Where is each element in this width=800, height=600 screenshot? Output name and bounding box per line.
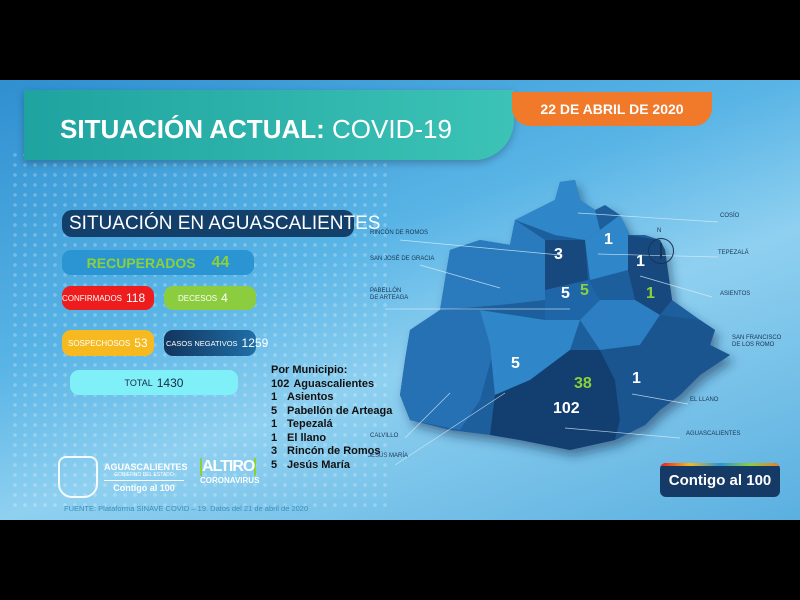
list-item: 5 Jesús María	[271, 458, 350, 471]
contigo-al-100-logo: Contigo al 100	[660, 463, 780, 497]
region-jesusmaria	[480, 310, 580, 395]
label-jesusmaria: JESÚS MARÍA	[368, 453, 409, 459]
count-aguascalientes: 102	[553, 400, 580, 417]
municipio-heading: Por Municipio:	[271, 364, 348, 376]
region-cosio	[515, 180, 600, 240]
region-sanfrancisco	[580, 300, 660, 350]
label-cosio: COSÍO	[720, 213, 740, 219]
region-sanjose	[440, 220, 545, 310]
region-elllano	[600, 315, 730, 440]
label-asientos: ASIENTOS	[720, 291, 751, 297]
recovered-asientos: 1	[646, 285, 655, 302]
state-coat-of-arms-logo	[58, 456, 98, 498]
count-asientos: 1	[636, 253, 645, 270]
recovered-aguascalientes: 38	[574, 375, 592, 392]
label-rincon: RINCÓN DE ROMOS	[370, 230, 429, 236]
list-item: 1 Tepezalá	[271, 418, 333, 430]
label-sanfrancisco: SAN FRANCISCO DE LOS ROMO	[732, 335, 782, 348]
infographic: SITUACIÓN ACTUAL: COVID-19 22 DE ABRIL D…	[0, 80, 800, 520]
decesos-pill: DECESOS 4	[164, 286, 256, 310]
region-pabellon	[545, 280, 600, 320]
recovered-pabellon: 5	[580, 282, 589, 299]
state-map	[385, 180, 730, 466]
total-pill: TOTAL 1430	[70, 370, 238, 395]
list-item: 1 Asientos	[271, 391, 334, 403]
date-badge: 22 DE ABRIL DE 2020	[512, 92, 712, 126]
source-note: FUENTE: Plataforma SINAVE COVID – 19. Da…	[64, 504, 309, 513]
region-rincon	[545, 240, 588, 295]
gobierno-logo: AGUASCALIENTES GOBIERNO DEL ESTADO Conti…	[104, 462, 188, 493]
header-banner: SITUACIÓN ACTUAL: COVID-19	[24, 90, 514, 160]
region-aguascalientes	[490, 350, 620, 450]
region-calvillo	[400, 310, 495, 430]
count-pabellon: 5	[561, 285, 570, 302]
compass-icon: N	[648, 228, 674, 264]
count-elllano: 1	[632, 370, 641, 387]
altiro-logo: ALTIRO CORONAVIRUS	[200, 458, 260, 485]
list-item: 1 El llano	[271, 431, 327, 444]
count-tepezala: 1	[604, 231, 613, 248]
count-jesusmaria: 5	[511, 355, 520, 372]
region-tepezala	[585, 215, 630, 280]
negativos-pill: CASOS NEGATIVOS 1259	[164, 330, 268, 356]
list-item: 102 Aguascalientes	[271, 377, 375, 390]
label-elllano: EL LLANO	[690, 397, 719, 403]
confirmados-pill: CONFIRMADOS 118	[62, 286, 154, 310]
subtitle: SITUACIÓN EN AGUASCALIENTES	[62, 210, 380, 237]
count-rincon: 3	[554, 246, 563, 263]
page-title: SITUACIÓN ACTUAL: COVID-19	[60, 114, 452, 144]
list-item: 5 Pabellón de Arteaga	[271, 404, 393, 417]
label-tepezala: TEPEZALÁ	[718, 250, 749, 256]
label-pabellon: PABELLÓN DE ARTEAGA	[370, 288, 409, 301]
label-calvillo: CALVILLO	[370, 433, 399, 439]
list-item: 3 Rincón de Romos	[271, 445, 381, 457]
recuperados-pill: RECUPERADOS 44	[62, 250, 254, 275]
municipio-list: Por Municipio: 102 Aguascalientes 1 Asient…	[271, 364, 392, 472]
sospechosos-pill: SOSPECHOSOS 53	[62, 330, 154, 356]
label-aguascalientes: AGUASCALIENTES	[686, 431, 741, 437]
label-sanjose: SAN JOSÉ DE GRACIA	[370, 256, 435, 262]
